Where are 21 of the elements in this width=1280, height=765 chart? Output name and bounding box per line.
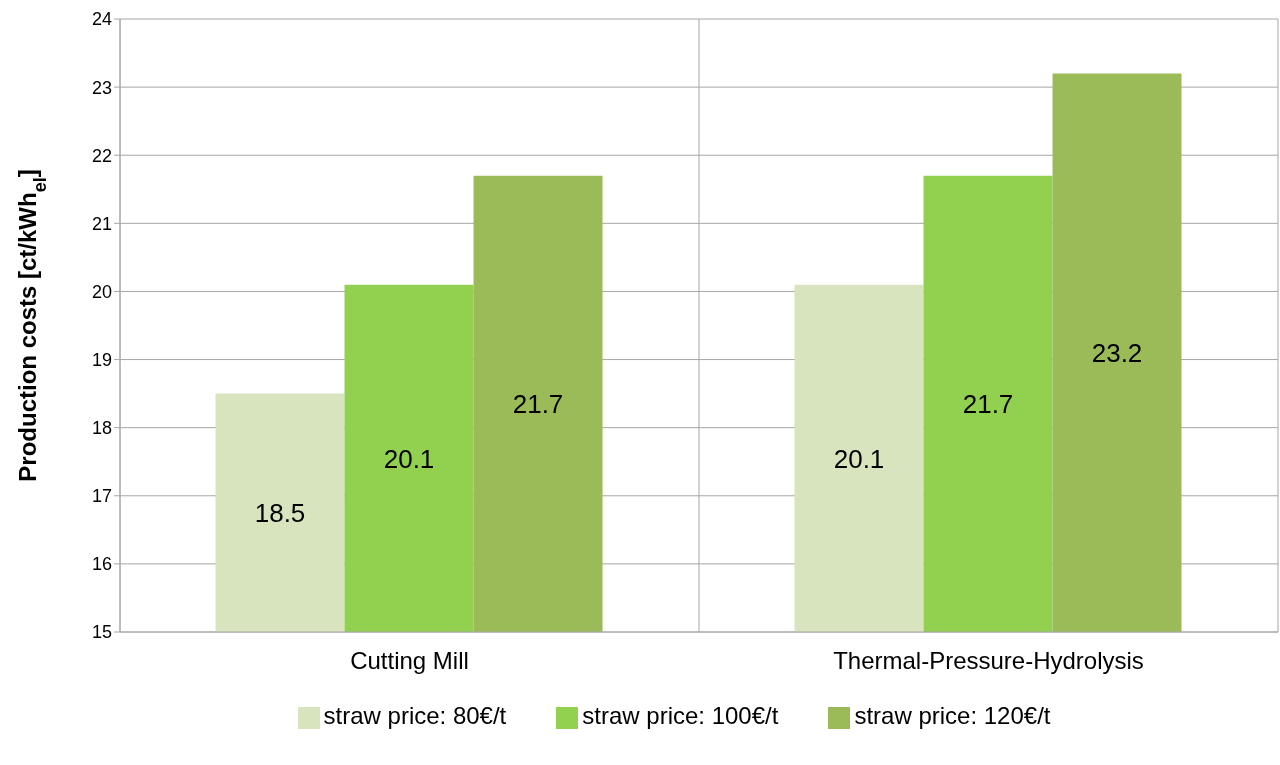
y-tick-label: 24 (91, 9, 112, 30)
y-tick-label: 19 (91, 349, 112, 370)
y-tick-label: 21 (91, 213, 112, 234)
y-tick-label: 18 (91, 418, 112, 439)
data-label: 21.7 (962, 389, 1014, 420)
y-tick-label: 17 (91, 486, 112, 507)
data-label: 20.1 (383, 443, 435, 474)
y-tick-label: 22 (91, 145, 112, 166)
data-label: 20.1 (833, 443, 885, 474)
legend-label: straw price: 100€/t (582, 702, 779, 729)
legend-label: straw price: 120€/t (854, 702, 1051, 729)
data-label: 21.7 (512, 389, 564, 420)
y-tick-label: 16 (91, 554, 112, 575)
x-tick-label: Thermal-Pressure-Hydrolysis (833, 647, 1144, 675)
legend-label: straw price: 80€/t (323, 702, 507, 729)
y-tick-label: 15 (91, 622, 112, 643)
y-tick-label: 23 (91, 77, 112, 98)
data-label: 23.2 (1091, 337, 1143, 368)
y-tick-label: 20 (91, 281, 112, 302)
x-tick-label: Cutting Mill (350, 647, 469, 675)
data-label: 18.5 (254, 498, 306, 529)
